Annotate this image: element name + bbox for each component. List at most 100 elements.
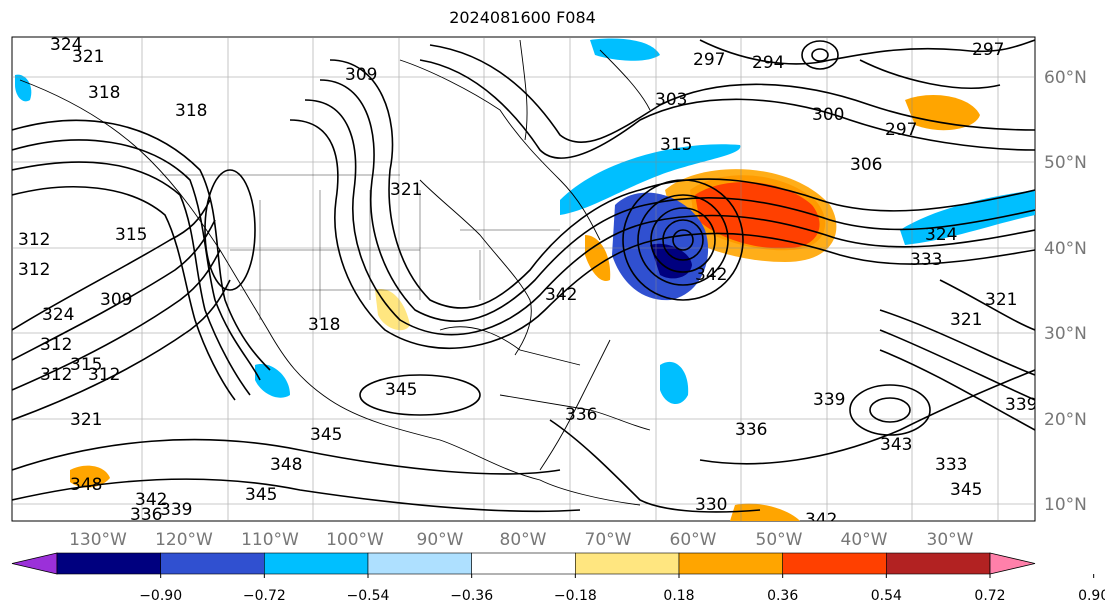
lon-label: 130°W [69,530,127,550]
contour-label: 309 [345,65,377,85]
contour-label: 306 [850,155,882,175]
contour-label: 315 [70,355,102,375]
colorbar-tick-label: 0.36 [767,588,798,604]
colorbar-tick-label: 0.54 [871,588,902,604]
lon-label: 70°W [585,530,632,550]
contour-label: 321 [985,290,1017,310]
contour-label: 342 [135,490,167,510]
contour-label: 336 [565,405,597,425]
graticule [12,37,1035,521]
lat-label: 60°N [1044,68,1087,88]
political-borders [160,174,560,320]
colorbar-swatch [886,552,991,575]
lon-label: 80°W [500,530,547,550]
colorbar-tick-label: 0.90 [1078,588,1105,604]
contour-label: 315 [115,225,147,245]
contour-label: 312 [18,260,50,280]
lon-label: 100°W [326,530,384,550]
contour-label: 345 [950,480,982,500]
anomaly-cyan-north [590,38,660,61]
contour-label: 345 [385,380,417,400]
lat-label: 40°N [1044,239,1087,259]
colorbar-swatch [471,552,576,575]
contour-label: 297 [972,40,1004,60]
colorbar-tick-label: −0.36 [450,588,493,604]
anomaly-orange-wcoast [585,235,611,281]
coastlines [19,39,651,506]
lon-label: 90°W [417,530,464,550]
contour-label: 339 [813,390,845,410]
contour-label: 297 [885,120,917,140]
contour-label: 339 [160,500,192,520]
contour-label: 318 [175,101,207,121]
longitude-labels: 130°W 120°W 110°W 100°W 90°W 80°W 70°W 6… [69,530,974,550]
contour-label: 318 [308,315,340,335]
lon-label: 30°W [927,530,974,550]
colorbar-swatch [160,552,265,575]
contour-label: 309 [100,290,132,310]
contour-label: 333 [935,455,967,475]
colorbar-tick-label: −0.18 [554,588,597,604]
lon-label: 50°W [756,530,803,550]
contour-label: 312 [18,230,50,250]
anomaly-orange-south [730,503,800,521]
contour-label: 315 [660,135,692,155]
colorbar-swatch [56,552,161,575]
anomaly-cyan-east [900,190,1035,245]
lon-label: 60°W [670,530,717,550]
colorbar-swatch [264,552,369,575]
lat-label: 30°N [1044,324,1087,344]
contour-label: 342 [805,510,837,530]
contour-label: 312 [88,365,120,385]
contour-label: 339 [1005,395,1037,415]
contour-label: 336 [130,505,162,525]
contour-label: 324 [42,305,74,325]
colorbar-tick-label: −0.54 [347,588,390,604]
contour-label: 336 [735,420,767,440]
contour-label: 345 [310,425,342,445]
colorbar-swatch [367,552,472,575]
colorbar-swatch [782,552,887,575]
contour-label: 342 [545,285,577,305]
latitude-labels: 60°N 50°N 40°N 30°N 20°N 10°N [1044,68,1087,515]
contour-label: 324 [50,35,82,55]
contour-label: 321 [390,180,422,200]
contour-label: 318 [88,83,120,103]
contour-label: 300 [812,105,844,125]
contour-label: 343 [880,435,912,455]
contour-label: 345 [245,485,277,505]
colorbar-tick-label: −0.90 [139,588,182,604]
contour-label: 312 [40,365,72,385]
colorbar-swatch [575,552,680,575]
contour-label: 348 [70,475,102,495]
lon-label: 120°W [155,530,213,550]
contour-label: 333 [910,250,942,270]
contours [12,39,1035,513]
contour-label: 330 [695,495,727,515]
colorbar-tick-label: −0.72 [243,588,286,604]
lat-label: 50°N [1044,153,1087,173]
anomaly-blue-alaska [15,74,32,102]
contour-label: 321 [72,47,104,67]
contour-label: 312 [40,335,72,355]
contour-label: 321 [950,310,982,330]
anomaly-navy-core [650,243,692,279]
contour-label: 303 [655,90,687,110]
colorbar-swatch [678,552,783,575]
anomaly-orange-pacific [70,465,110,488]
contour-label: 342 [695,265,727,285]
contour-label: 348 [270,455,302,475]
contour-label: 294 [752,53,784,73]
colorbar-extend-min [11,552,58,575]
lat-label: 10°N [1044,495,1087,515]
contour-label: 321 [70,410,102,430]
anomaly-orange-ne [905,95,980,131]
anomaly-blue-pacific [255,364,290,398]
contour-label: 324 [925,225,957,245]
lon-label: 110°W [241,530,299,550]
lat-label: 20°N [1044,410,1087,430]
anomaly-blue-caribbean [660,361,689,405]
colorbar-tick-label: 0.72 [974,588,1005,604]
